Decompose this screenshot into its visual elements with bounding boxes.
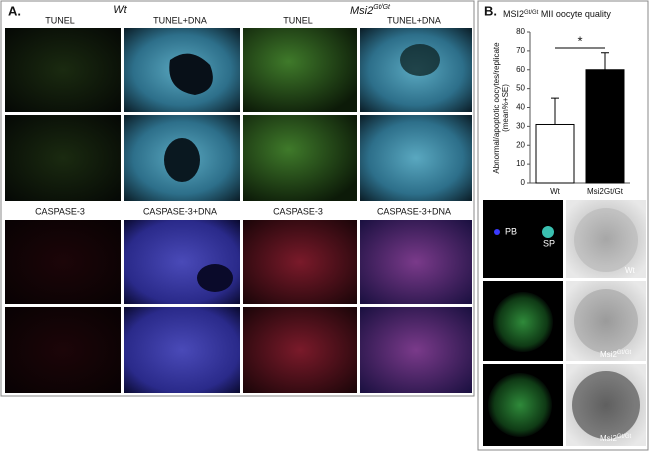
y-tick-label: 30 [516,121,525,130]
image-label: Msi2Gt/Gt [600,350,632,360]
bar [535,123,575,184]
row-label: TUNEL+DNA [387,15,441,25]
image-label-base: Msi2 [600,434,617,443]
y-tick-label: 50 [516,84,525,93]
group-label-sup: Gt/Gt [373,4,391,11]
x-tick-label: Msi2Gt/Gt [587,187,624,196]
row-label: CASPASE-3 [35,206,85,216]
y-axis-label: Abnormal/apoptotic oocytes/replicate [492,42,501,174]
bar [585,69,625,184]
group-label-base: Msi2 [350,5,373,17]
row-label: CASPASE-3+DNA [377,206,451,216]
error-bar [551,97,559,125]
row-label: TUNEL [45,15,75,25]
row-label: CASPASE-3 [273,206,323,216]
y-tick-label: 80 [516,27,525,36]
image-label-sup: Gt/Gt [617,350,632,356]
chart-title: MSI2Gt/Gt MII oocyte quality [503,9,611,19]
y-tick-label: 70 [516,46,525,55]
panel-label: A. [8,3,21,18]
title-rest: MII oocyte quality [538,9,611,19]
group-label: Wt [113,4,127,16]
error-bar [601,52,609,70]
image-label-sup: Gt/Gt [617,434,632,440]
row-label: CASPASE-3+DNA [143,206,217,216]
row-label: TUNEL [283,15,313,25]
title-base: MSI2 [503,9,524,19]
image-label: Wt [625,266,636,275]
micrographs [5,28,472,393]
y-tick-label: 40 [516,103,525,112]
image-label: SP [543,238,555,248]
y-tick-label: 20 [516,140,525,149]
row-label: TUNEL+DNA [153,15,207,25]
image-label: PB [505,226,517,236]
title-sup: Gt/Gt [524,10,539,16]
panel-label: B. [484,3,497,18]
significance-label: * [577,33,582,48]
y-tick-label: 10 [516,159,525,168]
x-tick-label: Wt [550,187,561,196]
panel-b-images [483,200,646,446]
image-label-base: Msi2 [600,350,617,359]
y-tick-label: 60 [516,65,525,74]
group-label: Msi2Gt/Gt [350,4,391,17]
y-axis-label: (mean%+SE) [501,84,510,132]
y-tick-label: 0 [521,178,526,187]
image-label: Msi2Gt/Gt [600,434,632,444]
